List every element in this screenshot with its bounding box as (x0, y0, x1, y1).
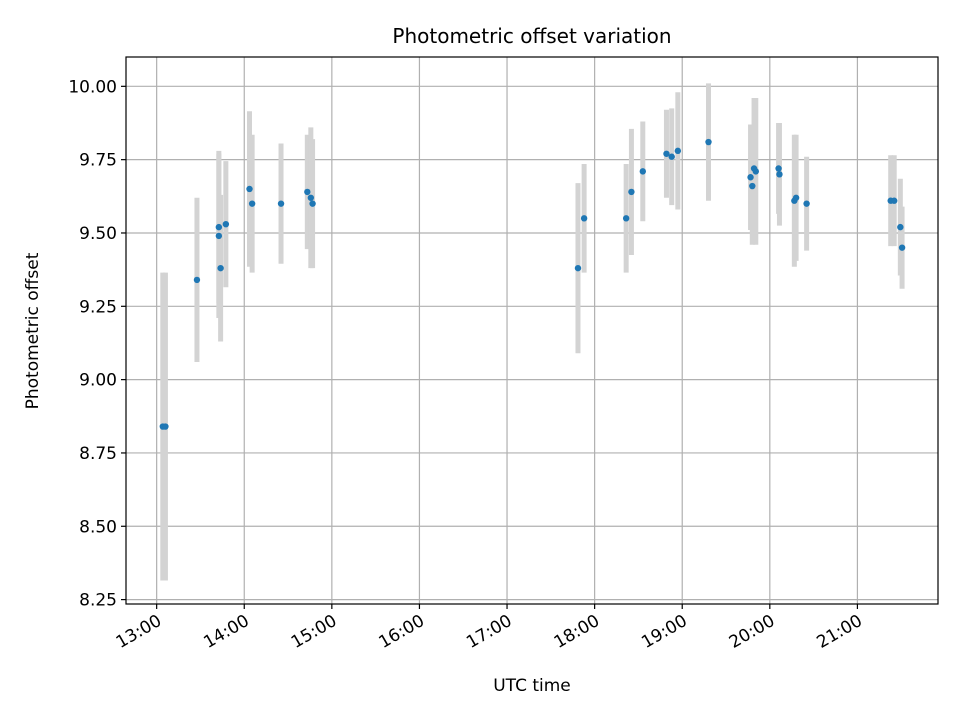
data-point (622, 215, 630, 222)
data-point (674, 147, 682, 155)
x-tick-label: 18:00 (551, 611, 603, 653)
data-point (749, 182, 756, 190)
data-point (776, 171, 783, 178)
x-axis-ticks: 13:00 14:00 15:00 16:00 17:00 18:00 19:00 20:00… (113, 604, 866, 653)
data-point (162, 423, 169, 430)
y-tick-label: 9.25 (79, 297, 117, 317)
data-point (792, 194, 800, 201)
data-point (891, 197, 898, 204)
data-point (215, 223, 223, 231)
x-tick-label: 19:00 (638, 611, 690, 653)
grid (126, 57, 938, 604)
data-point (277, 200, 285, 207)
data-point (246, 185, 253, 193)
data-point (193, 276, 201, 284)
y-tick-label: 10.00 (68, 77, 117, 97)
error-bars (160, 83, 905, 581)
data-point (668, 153, 675, 160)
x-tick-label: 15:00 (288, 611, 340, 653)
y-tick-label: 9.75 (79, 151, 117, 171)
x-tick-label: 20:00 (726, 611, 778, 653)
y-axis-ticks: 8.25 8.50 8.75 9.00 9.25 9.50 9.75 10.00 (68, 77, 126, 611)
data-point (215, 232, 223, 240)
data-point (248, 200, 256, 207)
x-tick-label: 13:00 (113, 611, 165, 653)
x-tick-label: 17:00 (463, 611, 515, 653)
data-points (159, 138, 906, 430)
data-point (639, 168, 647, 175)
data-point (803, 200, 810, 207)
data-point (574, 264, 582, 272)
data-point (775, 165, 782, 172)
data-point (309, 200, 316, 207)
data-point (705, 138, 712, 146)
y-tick-label: 8.25 (79, 591, 117, 611)
chart-title: Photometric offset variation (392, 24, 671, 48)
y-axis-label: Photometric offset (23, 252, 43, 409)
data-point (898, 244, 906, 251)
data-point (217, 264, 224, 272)
data-point (580, 215, 588, 222)
data-point (897, 223, 904, 231)
x-tick-label: 14:00 (200, 611, 252, 653)
x-tick-label: 21:00 (813, 611, 865, 653)
data-point (304, 188, 311, 196)
data-point (307, 194, 315, 201)
data-point (628, 188, 635, 196)
plot-frame (125, 56, 939, 605)
x-axis-label: UTC time (493, 676, 571, 696)
y-tick-label: 9.00 (79, 371, 117, 391)
y-tick-label: 9.50 (79, 224, 117, 244)
x-tick-label: 16:00 (376, 611, 428, 653)
data-point (752, 168, 760, 175)
y-tick-label: 8.50 (79, 517, 117, 537)
data-point (663, 150, 670, 157)
y-tick-label: 8.75 (79, 444, 117, 464)
data-point (222, 220, 230, 228)
data-point (747, 174, 754, 181)
